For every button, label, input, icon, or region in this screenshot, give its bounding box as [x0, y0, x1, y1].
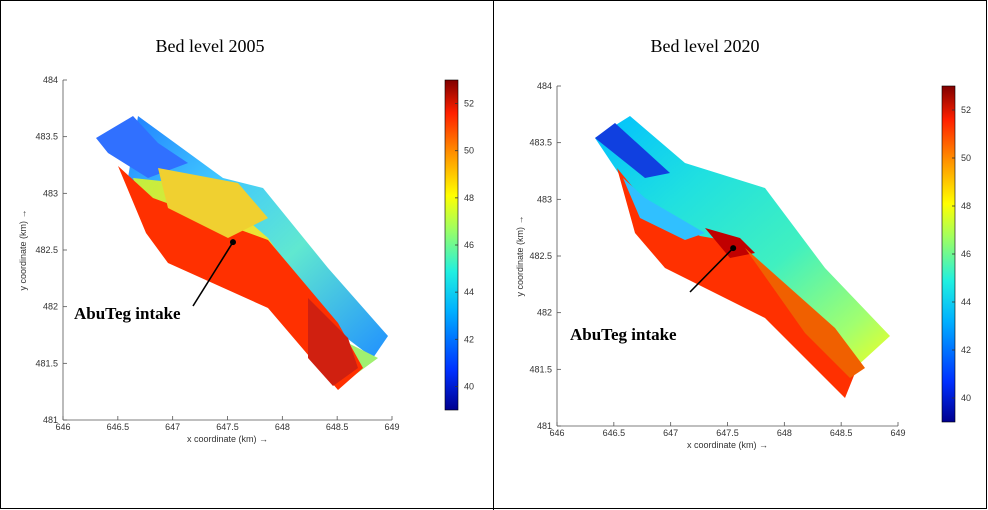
- annotation-leader-line: [689, 247, 734, 293]
- y-tick-label: 484: [43, 75, 58, 85]
- panel-title-2005: Bed level 2005: [155, 36, 265, 56]
- x-axis-label: x coordinate (km) →: [187, 434, 268, 444]
- annotation-label-2005: AbuTeg intake: [74, 304, 181, 323]
- x-tick-label: 647: [165, 422, 180, 432]
- annotation-label-2020: AbuTeg intake: [570, 325, 677, 344]
- y-tick-label: 481: [43, 415, 58, 425]
- colorbar-tick-label: 52: [464, 99, 474, 109]
- heatmap-2020: [595, 116, 890, 398]
- x-tick-label: 649: [890, 428, 905, 438]
- y-tick-label: 482: [537, 308, 552, 318]
- y-tick-label: 482: [43, 302, 58, 312]
- x-tick-label: 648: [275, 422, 290, 432]
- annotation-leader-line: [192, 241, 234, 307]
- y-tick-label: 484: [537, 81, 552, 91]
- colorbar-tick-label: 48: [961, 201, 971, 211]
- bed-level-2020-plot: 646 646.5 647 647.5 648 648.5 649 481 481.5 482 48…: [515, 81, 971, 450]
- x-axis-label: x coordinate (km) →: [687, 440, 768, 450]
- colorbar-tick-label: 40: [464, 381, 474, 391]
- colorbar-tick-label: 46: [464, 240, 474, 250]
- y-tick-label: 482.5: [35, 245, 58, 255]
- x-tick-label: 646.5: [107, 422, 130, 432]
- x-tick-label: 646: [549, 428, 564, 438]
- y-tick-label: 481.5: [529, 364, 552, 374]
- colorbar-tick-label: 52: [961, 105, 971, 115]
- colorbar-tick-label: 50: [961, 153, 971, 163]
- colorbar-tick-label: 50: [464, 146, 474, 156]
- x-tick-label: 647.5: [216, 422, 239, 432]
- colorbar-tick-label: 42: [961, 345, 971, 355]
- y-tick-label: 483: [43, 188, 58, 198]
- y-tick-label: 481: [537, 421, 552, 431]
- x-tick-label: 648.5: [830, 428, 853, 438]
- y-tick-label: 483: [537, 194, 552, 204]
- y-axis-label: y coordinate (km) →: [515, 215, 525, 296]
- colorbar-tick-label: 46: [961, 249, 971, 259]
- bed-level-2005-plot: 646 646.5 647 647.5 648 648.5 649 481 481.5 482 48…: [18, 75, 474, 444]
- y-tick-label: 481.5: [35, 358, 58, 368]
- colorbar-tick-label: 40: [961, 393, 971, 403]
- x-tick-label: 647.5: [716, 428, 739, 438]
- x-tick-label: 646.5: [603, 428, 626, 438]
- y-axis-label: y coordinate (km) →: [18, 209, 28, 290]
- x-tick-label: 647: [663, 428, 678, 438]
- y-tick-label: 482.5: [529, 251, 552, 261]
- intake-point-marker: [730, 245, 737, 252]
- x-tick-label: 648: [777, 428, 792, 438]
- heatmap-2005: [96, 116, 388, 390]
- x-tick-label: 649: [384, 422, 399, 432]
- colorbar-tick-label: 48: [464, 193, 474, 203]
- colorbar-tick-label: 44: [464, 287, 474, 297]
- x-tick-label: 648.5: [326, 422, 349, 432]
- y-tick-label: 483.5: [35, 132, 58, 142]
- intake-point-marker: [229, 239, 236, 246]
- colorbar-tick-label: 44: [961, 297, 971, 307]
- panel-divider: [493, 0, 494, 510]
- panel-title-2020: Bed level 2020: [650, 36, 760, 56]
- y-tick-label: 483.5: [529, 138, 552, 148]
- colorbar-tick-label: 42: [464, 334, 474, 344]
- x-tick-label: 646: [55, 422, 70, 432]
